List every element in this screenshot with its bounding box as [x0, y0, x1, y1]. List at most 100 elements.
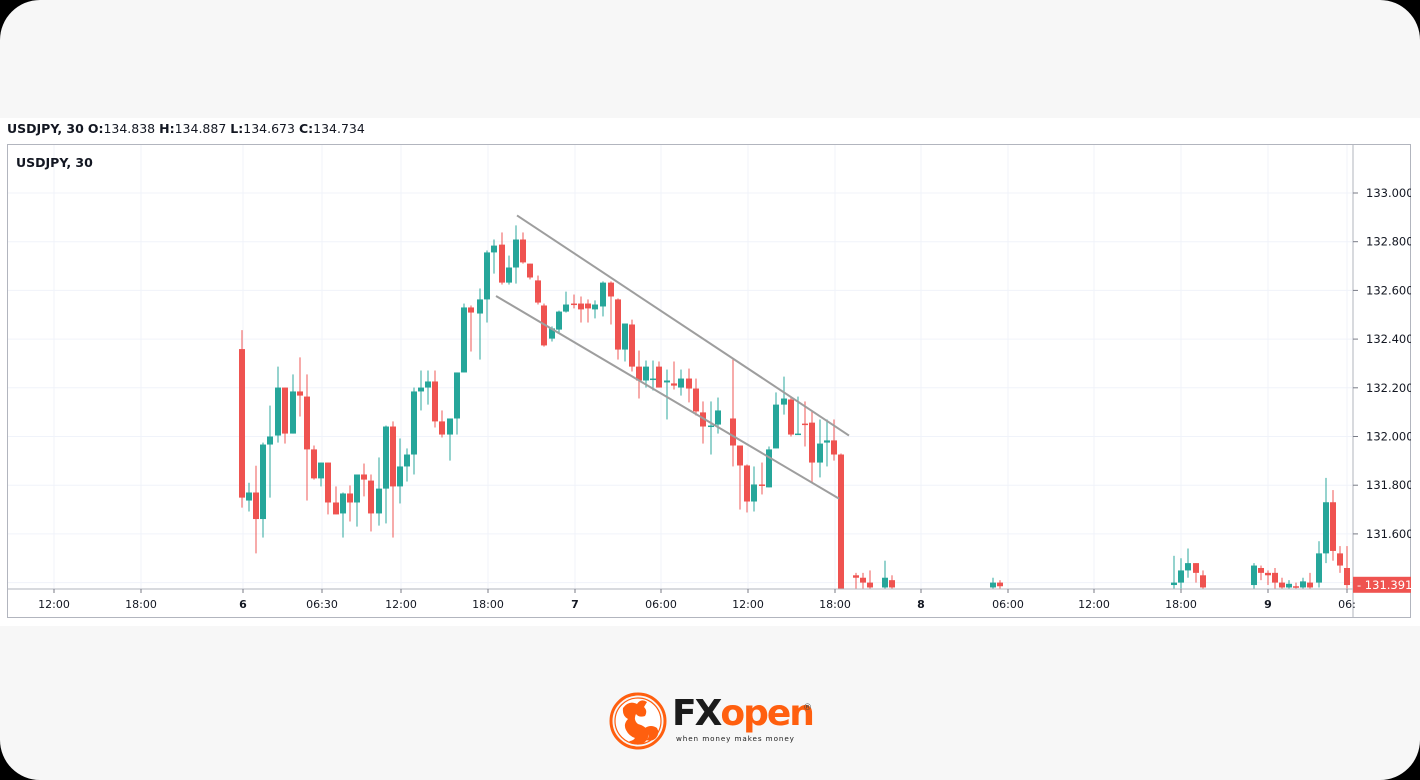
- candle-down[interactable]: [304, 396, 310, 450]
- candle-up[interactable]: [664, 380, 670, 383]
- candle-down[interactable]: [333, 502, 339, 515]
- candle-up[interactable]: [404, 454, 410, 467]
- candle-down[interactable]: [730, 418, 736, 446]
- candle-down[interactable]: [361, 474, 367, 480]
- candle-down[interactable]: [1337, 553, 1343, 566]
- candle-up[interactable]: [376, 488, 382, 514]
- candle-up[interactable]: [678, 378, 684, 388]
- candle-down[interactable]: [297, 391, 303, 396]
- candle-down[interactable]: [860, 577, 866, 583]
- candle-up[interactable]: [751, 484, 757, 502]
- candle-up[interactable]: [484, 252, 490, 300]
- candle-down[interactable]: [253, 492, 259, 520]
- candle-down[interactable]: [239, 349, 245, 498]
- candle-up[interactable]: [715, 410, 721, 425]
- candle-up[interactable]: [1178, 570, 1184, 583]
- candle-up[interactable]: [260, 444, 266, 520]
- candle-up[interactable]: [622, 323, 628, 350]
- candle-down[interactable]: [1193, 563, 1199, 573]
- candle-up[interactable]: [1286, 583, 1292, 588]
- channel-line-upper[interactable]: [516, 214, 850, 437]
- candle-down[interactable]: [636, 366, 642, 381]
- candle-up[interactable]: [549, 328, 555, 339]
- candle-up[interactable]: [318, 462, 324, 479]
- candle-up[interactable]: [650, 378, 656, 381]
- candle-up[interactable]: [506, 267, 512, 283]
- candle-up[interactable]: [454, 372, 460, 419]
- candle-down[interactable]: [390, 426, 396, 487]
- candle-up[interactable]: [513, 239, 519, 268]
- candle-up[interactable]: [592, 304, 598, 310]
- candle-down[interactable]: [1279, 582, 1285, 588]
- candle-up[interactable]: [1251, 565, 1257, 586]
- candle-down[interactable]: [737, 445, 743, 466]
- candle-down[interactable]: [571, 303, 577, 306]
- candle-up[interactable]: [882, 577, 888, 588]
- candle-down[interactable]: [527, 263, 533, 278]
- candle-up[interactable]: [824, 440, 830, 443]
- candlestick-chart[interactable]: 133.000 132.800 132.600 132.400 132.200 132.0…: [8, 145, 1411, 617]
- candle-down[interactable]: [535, 280, 541, 303]
- candle-up[interactable]: [418, 387, 424, 392]
- candle-up[interactable]: [600, 282, 606, 307]
- candle-down[interactable]: [520, 239, 526, 263]
- candle-up[interactable]: [773, 404, 779, 449]
- candle-up[interactable]: [795, 433, 801, 436]
- candle-down[interactable]: [889, 580, 895, 588]
- candle-up[interactable]: [354, 474, 360, 503]
- candle-up[interactable]: [708, 425, 714, 428]
- candle-down[interactable]: [802, 423, 808, 426]
- candle-up[interactable]: [411, 391, 417, 455]
- candle-down[interactable]: [809, 422, 815, 463]
- candle-down[interactable]: [1344, 567, 1350, 586]
- candle-up[interactable]: [990, 582, 996, 588]
- candle-down[interactable]: [578, 303, 584, 310]
- candle-up[interactable]: [1171, 582, 1177, 586]
- candle-up[interactable]: [246, 492, 252, 501]
- candle-down[interactable]: [325, 462, 331, 503]
- candle-down[interactable]: [788, 399, 794, 435]
- candle-down[interactable]: [744, 465, 750, 502]
- candle-down[interactable]: [700, 412, 706, 427]
- candle-down[interactable]: [368, 480, 374, 514]
- candle-up[interactable]: [1300, 581, 1306, 588]
- candle-up[interactable]: [1323, 502, 1329, 554]
- candle-up[interactable]: [275, 387, 281, 436]
- candle-down[interactable]: [867, 582, 873, 588]
- candle-down[interactable]: [1272, 572, 1278, 583]
- candle-down[interactable]: [1330, 502, 1336, 551]
- candle-down[interactable]: [311, 449, 317, 479]
- candle-down[interactable]: [1200, 575, 1206, 588]
- candle-down[interactable]: [671, 383, 677, 386]
- candle-down[interactable]: [831, 440, 837, 455]
- candle-down[interactable]: [615, 299, 621, 350]
- candle-down[interactable]: [853, 575, 859, 578]
- candle-up[interactable]: [267, 436, 273, 445]
- candle-down[interactable]: [838, 454, 844, 593]
- candle-up[interactable]: [781, 398, 787, 405]
- candle-up[interactable]: [643, 366, 649, 381]
- candle-down[interactable]: [432, 381, 438, 422]
- candle-up[interactable]: [477, 299, 483, 314]
- candle-down[interactable]: [656, 366, 662, 388]
- candle-down[interactable]: [629, 324, 635, 367]
- candle-up[interactable]: [491, 245, 497, 253]
- candle-up[interactable]: [340, 493, 346, 514]
- candle-down[interactable]: [499, 244, 505, 283]
- candle-down[interactable]: [1293, 586, 1299, 588]
- candle-down[interactable]: [693, 388, 699, 412]
- candle-down[interactable]: [686, 378, 692, 389]
- candle-down[interactable]: [347, 493, 353, 503]
- candle-up[interactable]: [1185, 563, 1191, 571]
- candle-down[interactable]: [759, 484, 765, 486]
- candle-up[interactable]: [817, 443, 823, 463]
- candle-up[interactable]: [461, 307, 467, 373]
- channel-line-lower[interactable]: [495, 295, 840, 500]
- candle-up[interactable]: [563, 304, 569, 312]
- candle-down[interactable]: [439, 421, 445, 435]
- candle-down[interactable]: [468, 307, 474, 313]
- candle-up[interactable]: [447, 418, 453, 435]
- candle-up[interactable]: [383, 426, 389, 489]
- candle-up[interactable]: [766, 449, 772, 488]
- candle-up[interactable]: [425, 381, 431, 388]
